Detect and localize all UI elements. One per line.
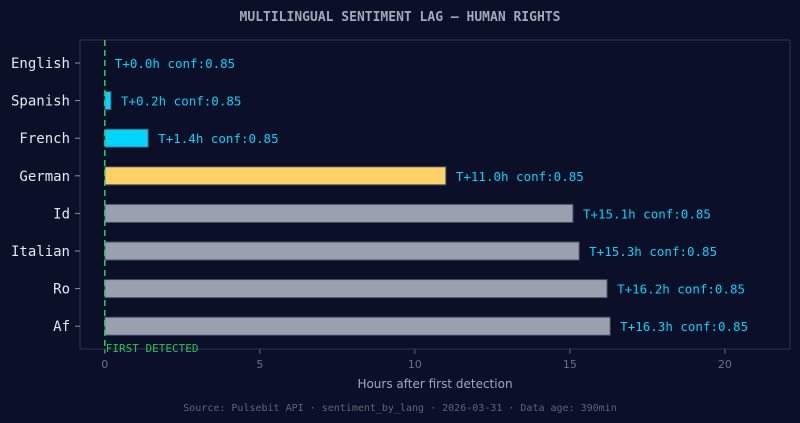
data-label: T+11.0h conf:0.85 — [456, 169, 584, 184]
bar-ro — [104, 279, 608, 299]
bar-af — [104, 316, 611, 336]
y-tick-label: German — [19, 169, 70, 185]
data-label: T+16.2h conf:0.85 — [617, 282, 745, 297]
x-tick-label: 5 — [256, 358, 263, 371]
footer-source: Source: Pulsebit API · sentiment_by_lang… — [183, 403, 616, 414]
x-tick-label: 15 — [563, 358, 577, 371]
bar-italian — [104, 241, 580, 261]
plot-frame — [79, 39, 791, 350]
data-label: T+0.0h conf:0.85 — [115, 56, 235, 71]
bar-french — [104, 128, 149, 148]
y-tick-label: Id — [53, 206, 70, 222]
y-tick-label: Af — [53, 319, 70, 335]
first-detected-label: FIRST DETECTED — [106, 342, 199, 355]
bar-id — [104, 203, 574, 223]
x-axis-label: Hours after first detection — [357, 377, 512, 391]
bar-spanish — [104, 91, 112, 111]
bar-german — [104, 166, 447, 186]
y-tick-label: Italian — [11, 244, 70, 260]
y-tick-label: French — [19, 131, 70, 147]
data-label: T+1.4h conf:0.85 — [158, 131, 278, 146]
x-tick-label: 20 — [718, 358, 732, 371]
x-tick-label: 0 — [101, 358, 108, 371]
data-label: T+0.2h conf:0.85 — [121, 94, 241, 109]
chart-title: MULTILINGUAL SENTIMENT LAG — HUMAN RIGHT… — [240, 10, 561, 25]
data-label: T+15.3h conf:0.85 — [589, 244, 717, 259]
y-tick-label: English — [11, 56, 70, 72]
data-label: T+15.1h conf:0.85 — [583, 206, 711, 221]
x-tick-label: 10 — [408, 358, 422, 371]
y-tick-label: Ro — [53, 282, 70, 298]
data-label: T+16.3h conf:0.85 — [620, 319, 748, 334]
y-tick-label: Spanish — [11, 94, 70, 110]
